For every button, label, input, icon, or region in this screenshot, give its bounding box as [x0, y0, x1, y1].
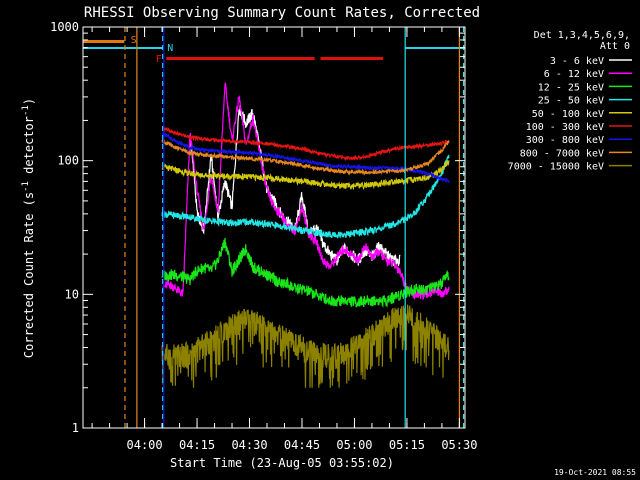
- legend-label: 800 - 7000 keV: [520, 148, 604, 159]
- y-tick-label: 10: [65, 287, 79, 301]
- y-axis-label-end: ): [22, 98, 36, 105]
- y-axis-label-main: Corrected Count Rate (s: [22, 192, 36, 358]
- legend: Det 1,3,4,5,6,9,Att 0 3 - 6 keV 6 - 12 keV…: [508, 30, 632, 173]
- flag-bar-saa: [83, 40, 125, 43]
- flag-label-flare: F: [156, 54, 162, 65]
- series-line-6: [161, 126, 450, 162]
- legend-label: 300 - 800 keV: [526, 135, 604, 146]
- series-line-4: [161, 154, 450, 239]
- legend-label: 6 - 12 keV: [544, 69, 604, 80]
- y-tick-label: 1: [72, 421, 79, 435]
- legend-label: 3 - 6 keV: [550, 56, 604, 67]
- x-axis-ticks: 04:00 04:15 04:30 04:45 05:00 05:15 05:30: [91, 27, 477, 452]
- flag-label-saa: S: [131, 35, 137, 46]
- y-tick-label: 100: [57, 154, 79, 168]
- flags-layer: S NF: [83, 35, 465, 65]
- x-tick-label: 04:00: [127, 438, 163, 452]
- series-line-1: [189, 104, 401, 267]
- series-line-7: [161, 131, 450, 184]
- x-tick-label: 05:30: [441, 438, 477, 452]
- flag-bar-night: [83, 47, 163, 49]
- series-line-5: [161, 159, 450, 191]
- chart-title: RHESSI Observing Summary Count Rates, Co…: [84, 5, 480, 21]
- x-tick-label: 04:45: [284, 438, 320, 452]
- y-tick-label: 1000: [50, 20, 79, 34]
- series-line-8: [161, 139, 450, 176]
- legend-header-line: Det 1,3,4,5,6,9,: [534, 30, 630, 41]
- legend-label: 50 - 100 keV: [532, 109, 604, 120]
- y-axis-label-sup2: -1: [21, 105, 31, 116]
- y-axis-label: Corrected Count Rate (s-1 detector-1): [21, 98, 36, 358]
- legend-label: 12 - 25 keV: [538, 82, 604, 93]
- flag-bar-night-2: [405, 47, 465, 49]
- vertical-markers: [124, 27, 465, 428]
- x-tick-label: 04:15: [179, 438, 215, 452]
- series-line-2: [161, 82, 450, 301]
- legend-label: 25 - 50 keV: [538, 96, 604, 107]
- plot-frame: [82, 26, 466, 429]
- legend-label: 100 - 300 keV: [526, 122, 604, 133]
- legend-label: 7000 - 15000 keV: [508, 162, 604, 173]
- y-axis-label-sup1: -1: [21, 181, 31, 192]
- series-layer: [161, 82, 450, 388]
- series-line-3: [161, 237, 450, 309]
- x-tick-label: 05:15: [389, 438, 425, 452]
- y-axis-label-mid: detector: [22, 116, 36, 181]
- flag-bar-flare-1: [166, 57, 315, 60]
- y-axis-ticks: 1 10 100 1000: [50, 20, 465, 435]
- flag-label-night: N: [167, 43, 173, 54]
- x-axis-label: Start Time (23-Aug-05 03:55:02): [170, 456, 394, 470]
- x-tick-label: 05:00: [336, 438, 372, 452]
- flag-bar-flare-2: [320, 57, 384, 60]
- generation-timestamp: 19-Oct-2021 08:55: [554, 468, 636, 477]
- series-line-9: [161, 304, 450, 388]
- legend-header-line: Att 0: [600, 41, 630, 52]
- x-tick-label: 04:30: [231, 438, 267, 452]
